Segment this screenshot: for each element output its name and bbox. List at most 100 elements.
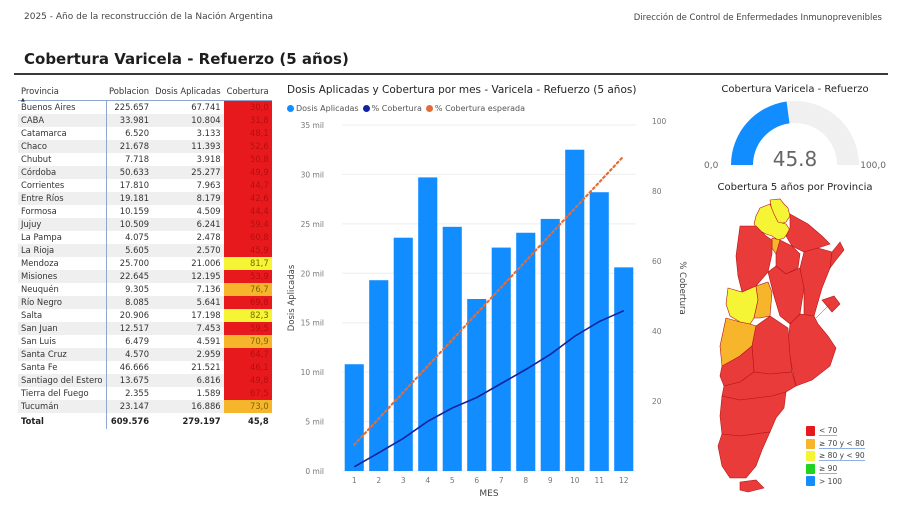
x-tick-label: 9 [548, 476, 553, 485]
cell-poblacion: 6.479 [125, 336, 150, 346]
map-region-chubut[interactable] [719, 391, 787, 437]
column-header-cobertura[interactable]: Cobertura [223, 84, 272, 101]
line-cobertura[interactable] [353, 309, 625, 468]
map-region-caba[interactable] [821, 295, 841, 313]
map-region-santiago[interactable] [775, 239, 801, 275]
bar-dosis[interactable] [442, 226, 462, 471]
map-region-la-pampa[interactable] [751, 315, 793, 375]
bar-dosis[interactable] [467, 298, 487, 471]
map-region-santa-fe-cordoba[interactable] [767, 265, 805, 325]
line-cobertura-esperada[interactable] [353, 154, 625, 446]
y2-tick-label: 20 [652, 397, 662, 406]
legend-item-dosis[interactable]: Dosis Aplicadas [287, 104, 359, 113]
table-row[interactable]: La Pampa 4.075 2.478 60,8 [18, 231, 272, 244]
bar-dosis[interactable] [344, 364, 364, 471]
bar-dosis[interactable] [491, 247, 511, 471]
cell-provincia: Santa Fe [18, 361, 107, 374]
map-region-san-luis[interactable] [753, 281, 773, 319]
map-region-san-juan[interactable] [725, 285, 759, 325]
cell-provincia: Corrientes [18, 179, 107, 192]
table-row[interactable]: Entre Ríos 19.181 8.179 42,6 [18, 192, 272, 205]
combo-chart[interactable]: 0 mil 5 mil 10 mil 15 mil 20 mil 25 mil 30 mil… [280, 115, 690, 505]
bar-dosis[interactable] [565, 149, 585, 471]
map-legend-item[interactable]: ≥ 70 y < 80 [806, 438, 865, 451]
cell-dosis: 8.179 [152, 192, 224, 205]
table-row[interactable]: Chaco 21.678 11.393 52,6 [18, 140, 272, 153]
map-region-catamarca-rioja[interactable] [735, 225, 773, 293]
map-region-buenos-aires[interactable] [787, 313, 837, 387]
bar-dosis[interactable] [418, 177, 438, 471]
table-row[interactable]: Formosa 10.159 4.509 44,4 [18, 205, 272, 218]
cell-provincia: Salta [18, 309, 107, 322]
map-region-salta[interactable] [753, 203, 791, 241]
cell-cobertura: 30,0 [223, 100, 272, 114]
table-row[interactable]: La Rioja 5.605 2.570 45,9 [18, 244, 272, 257]
bar-dosis[interactable] [589, 192, 609, 472]
table-row[interactable]: Buenos Aires 225.657 67.741 30,0 [18, 100, 272, 114]
cell-cobertura: 49,9 [223, 166, 272, 179]
page-title: Cobertura Varicela - Refuerzo (5 años) [24, 50, 349, 68]
table-row[interactable]: Tucumán 23.147 16.886 73,0 [18, 400, 272, 413]
table-row[interactable]: Misiones 22.645 12.195 53,9 [18, 270, 272, 283]
table-row[interactable]: Chubut 7.718 3.918 50,8 [18, 153, 272, 166]
column-header-dosis[interactable]: Dosis Aplicadas [152, 84, 224, 101]
column-header-provincia[interactable]: Provincia ▲ [18, 84, 107, 103]
table-row[interactable]: CABA 33.981 10.804 31,8 [18, 114, 272, 127]
bar-dosis[interactable] [516, 232, 536, 471]
map-region-misiones[interactable] [829, 241, 845, 270]
legend-item-cobertura[interactable]: % Cobertura [362, 104, 422, 113]
table-row[interactable]: Catamarca 6.520 3.133 48,1 [18, 127, 272, 140]
cell-cobertura: 60,8 [223, 231, 272, 244]
map-legend-item[interactable]: ≥ 90 [806, 463, 865, 476]
bar-dosis[interactable] [540, 218, 560, 471]
gauge-min-label: 0,0 [704, 161, 719, 171]
table-row[interactable]: Neuquén 9.305 7.136 76,7 [18, 283, 272, 296]
table-row[interactable]: Salta 20.906 17.198 82,3 [18, 309, 272, 322]
map-region-santa-cruz[interactable] [717, 431, 771, 479]
table-row[interactable]: San Luis 6.479 4.591 70,9 [18, 335, 272, 348]
cell-provincia: Neuquén [18, 283, 107, 296]
cell-dosis: 3.133 [196, 128, 221, 138]
table-row[interactable]: Mendoza 25.700 21.006 81,7 [18, 257, 272, 270]
cell-cobertura: 44,7 [223, 179, 272, 192]
y-tick-label: 20 mil [301, 269, 324, 278]
cell-dosis: 1.589 [196, 388, 221, 398]
cell-cobertura: 44,4 [223, 205, 272, 218]
x-tick-label: 6 [474, 476, 479, 485]
cell-poblacion: 13.675 [106, 374, 153, 387]
y2-tick-label: 40 [652, 327, 662, 336]
cell-cobertura: 49,8 [223, 374, 272, 387]
cell-cobertura: 53,9 [223, 270, 272, 283]
column-header-poblacion[interactable]: Poblacion [106, 84, 153, 101]
cell-provincia: Tucumán [18, 400, 107, 413]
argentina-choropleth-map[interactable] [700, 196, 860, 496]
bar-dosis[interactable] [369, 280, 389, 471]
map-region-corrientes-entre-rios[interactable] [799, 247, 833, 317]
table-row[interactable]: Río Negro 8.085 5.641 69,8 [18, 296, 272, 309]
table-row[interactable]: Tierra del Fuego 2.355 1.589 67,5 [18, 387, 272, 400]
table-row[interactable]: Santiago del Estero 13.675 6.816 49,8 [18, 374, 272, 387]
table-row[interactable]: Santa Fe 46.666 21.521 46,1 [18, 361, 272, 374]
table-row[interactable]: Córdoba 50.633 25.277 49,9 [18, 166, 272, 179]
bar-dosis[interactable] [614, 267, 634, 471]
table-row[interactable]: San Juan 12.517 7.453 59,5 [18, 322, 272, 335]
legend-item-cobertura-esperada[interactable]: % Cobertura esperada [425, 104, 525, 113]
map-legend-item[interactable]: ≥ 80 y < 90 [806, 450, 865, 463]
cell-cobertura: 67,5 [223, 387, 272, 400]
cell-dosis: 17.198 [191, 310, 221, 320]
map-region-tierra-del-fuego[interactable] [739, 479, 765, 493]
cell-cobertura: 70,9 [223, 335, 272, 348]
chart-legend: Dosis Aplicadas % Cobertura % Cobertura … [287, 104, 525, 113]
sort-ascending-icon: ▲ [21, 97, 25, 103]
table-row[interactable]: Jujuy 10.509 6.241 59,4 [18, 218, 272, 231]
map-legend-item[interactable]: > 100 [806, 475, 865, 488]
table-row[interactable]: Santa Cruz 4.570 2.959 64,7 [18, 348, 272, 361]
y-tick-label: 30 mil [301, 170, 324, 179]
bar-dosis[interactable] [393, 237, 413, 471]
table-row[interactable]: Corrientes 17.810 7.963 44,7 [18, 179, 272, 192]
cell-dosis: 2.570 [152, 244, 224, 257]
cell-provincia: La Rioja [18, 244, 107, 257]
map-legend: < 70 ≥ 70 y < 80 ≥ 80 y < 90 ≥ 90 > 100 [806, 425, 865, 488]
cell-poblacion: 6.520 [125, 128, 150, 138]
map-legend-item[interactable]: < 70 [806, 425, 865, 438]
